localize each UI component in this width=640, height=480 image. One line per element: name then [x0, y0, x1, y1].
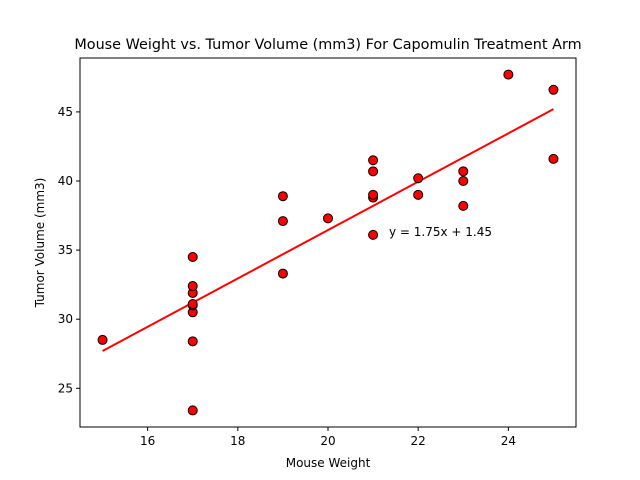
data-point [187, 336, 198, 347]
data-point [548, 153, 559, 164]
data-point [277, 216, 288, 227]
data-point [187, 299, 198, 309]
x-axis: 16 18 20 22 24 [140, 427, 516, 448]
data-point [187, 281, 198, 292]
data-point [187, 405, 198, 416]
y-axis: 25 30 35 40 45 [58, 105, 80, 395]
data-point [503, 69, 514, 80]
data-point [548, 84, 559, 95]
x-tick-label: 18 [230, 434, 245, 448]
plot-area [97, 69, 559, 416]
data-point [277, 191, 288, 202]
data-point [458, 166, 469, 177]
data-point [413, 173, 424, 184]
x-tick-label: 24 [501, 434, 516, 448]
data-point [458, 200, 469, 211]
data-point [277, 268, 288, 279]
data-point [187, 252, 198, 263]
x-tick-label: 22 [411, 434, 426, 448]
x-axis-label: Mouse Weight [286, 456, 371, 470]
data-point [368, 166, 379, 177]
y-axis-label: Tumor Volume (mm3) [33, 178, 47, 309]
data-point [368, 155, 379, 166]
y-tick-label: 25 [58, 381, 73, 395]
data-point [413, 189, 424, 200]
data-point [97, 334, 108, 345]
regression-line [102, 108, 554, 352]
data-point [323, 213, 333, 224]
y-tick-label: 45 [58, 105, 73, 119]
y-tick-label: 40 [58, 174, 73, 188]
y-tick-label: 35 [58, 243, 73, 257]
data-point [368, 189, 379, 200]
regression-equation: y = 1.75x + 1.45 [389, 225, 492, 239]
chart-title: Mouse Weight vs. Tumor Volume (mm3) For … [74, 37, 581, 53]
data-point [458, 176, 469, 186]
data-point [368, 229, 379, 240]
x-tick-label: 20 [320, 434, 335, 448]
y-tick-label: 30 [58, 312, 73, 326]
x-tick-label: 16 [140, 434, 155, 448]
